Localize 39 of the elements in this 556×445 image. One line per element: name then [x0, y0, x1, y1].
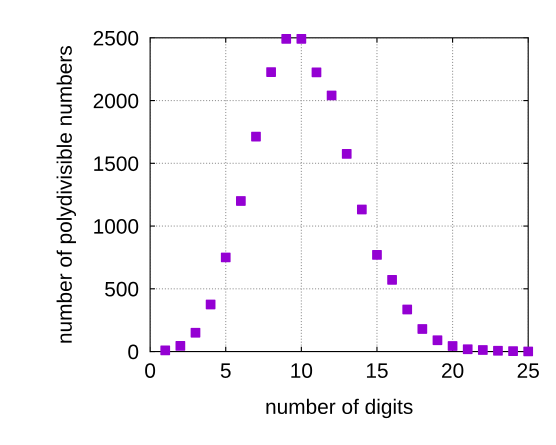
point: [236, 196, 246, 206]
x-tick-label: 0: [145, 363, 156, 378]
y-axis-title: number of polydivisible numbers: [56, 46, 76, 343]
point: [296, 34, 306, 44]
point: [356, 204, 367, 214]
point: [432, 335, 442, 346]
point: [387, 275, 397, 285]
point: [372, 250, 382, 260]
x-tick-label: 5: [220, 363, 231, 378]
point: [402, 304, 412, 314]
point: [190, 328, 200, 338]
point: [478, 345, 488, 355]
point: [417, 324, 428, 334]
y-tick-label: 500: [105, 282, 138, 297]
x-axis-title: number of digits: [266, 398, 413, 418]
y-tick-label: 1500: [94, 156, 138, 172]
point: [462, 344, 473, 354]
point: [266, 67, 276, 77]
point: [448, 341, 458, 351]
x-tick-label: 10: [291, 363, 312, 378]
point: [176, 341, 186, 351]
point: [281, 34, 292, 44]
x-tick-label: 15: [366, 363, 388, 378]
point: [251, 132, 261, 142]
y-tick-label: 0: [128, 344, 138, 360]
x-tick-label: 20: [442, 363, 464, 378]
point: [523, 346, 534, 356]
point: [160, 346, 170, 356]
point: [342, 149, 352, 159]
point: [508, 346, 518, 356]
point: [206, 300, 216, 310]
x-tick-label: 25: [518, 363, 539, 378]
y-tick-label: 1000: [94, 219, 138, 234]
point: [493, 346, 503, 356]
y-tick-label: 2000: [94, 94, 138, 108]
point: [326, 90, 336, 100]
y-tick-label: 2500: [94, 30, 138, 46]
point: [220, 252, 231, 262]
point: [312, 67, 322, 78]
